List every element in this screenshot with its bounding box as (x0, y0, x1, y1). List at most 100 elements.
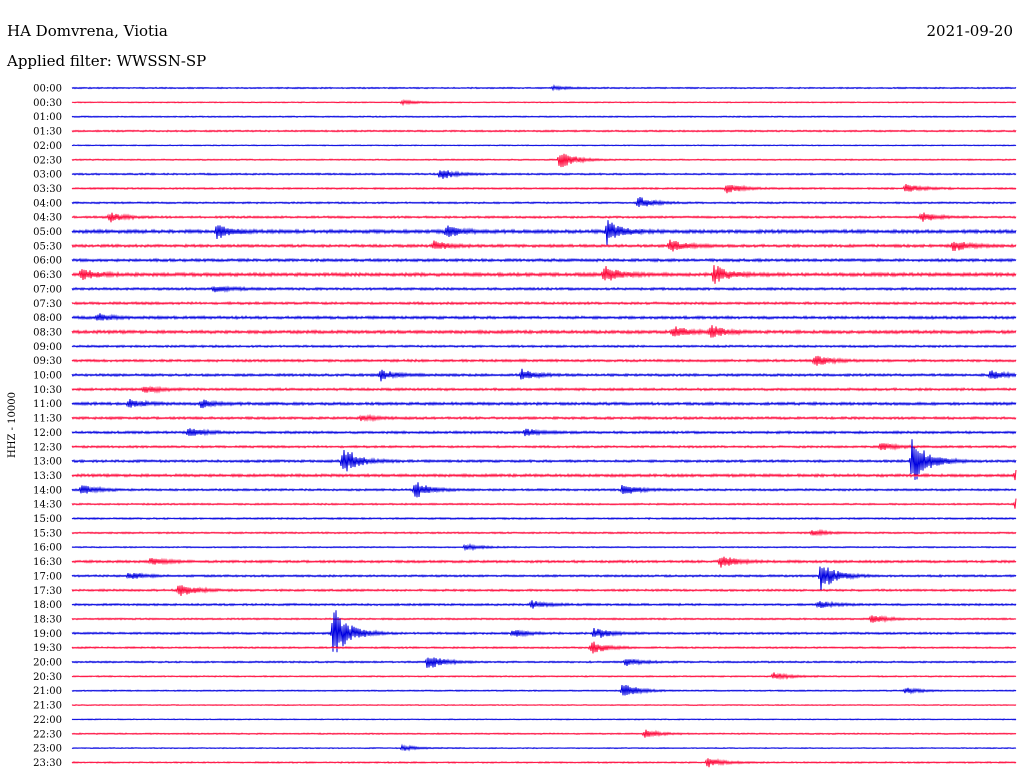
trace-line (71, 212, 1017, 223)
trace-line (71, 758, 1017, 768)
trace-line (71, 585, 1017, 597)
row-time-label: 09:30 (33, 356, 62, 367)
trace-line (71, 470, 1017, 481)
row-time-label: 19:00 (33, 629, 62, 640)
row-time-label: 16:00 (33, 543, 62, 554)
row-time-label: 03:00 (33, 170, 62, 181)
row-time-label: 20:30 (33, 672, 62, 683)
row-time-label: 01:30 (33, 127, 62, 138)
plot-date: 2021-09-20 (927, 22, 1013, 40)
time-tick-labels: 00:00 00:30 01:00 01:30 02:00 02:30 03:00 03:30… (33, 84, 62, 769)
trace-line (71, 729, 1017, 738)
trace-line (71, 153, 1017, 168)
trace-line (71, 265, 1017, 284)
row-time-label: 06:30 (33, 270, 62, 281)
trace-line (71, 542, 1017, 552)
row-time-label: 10:30 (33, 385, 62, 396)
row-time-label: 14:30 (33, 500, 62, 511)
trace-line (71, 239, 1017, 252)
row-time-label: 15:00 (33, 514, 62, 525)
row-time-label: 20:00 (33, 658, 62, 669)
trace-line (71, 556, 1017, 568)
row-time-label: 11:30 (33, 414, 62, 425)
trace-line (71, 439, 1017, 480)
row-time-label: 02:00 (33, 141, 62, 152)
seismic-traces (71, 84, 1017, 768)
trace-line (71, 285, 1017, 293)
row-time-label: 09:00 (33, 342, 62, 353)
row-time-label: 03:30 (33, 184, 62, 195)
row-time-label: 22:00 (33, 715, 62, 726)
trace-line (71, 718, 1017, 721)
trace-line (71, 610, 1017, 653)
trace-line (71, 703, 1017, 707)
row-time-label: 00:30 (33, 98, 62, 109)
trace-line (71, 313, 1017, 321)
row-time-label: 10:00 (33, 371, 62, 382)
y-axis-label: HHZ - 10000 (7, 392, 18, 458)
row-time-label: 21:30 (33, 701, 62, 712)
row-time-label: 07:00 (33, 284, 62, 295)
trace-line (71, 614, 1017, 623)
row-time-label: 18:30 (33, 614, 62, 625)
row-time-label: 17:30 (33, 586, 62, 597)
trace-line (71, 566, 1017, 592)
row-time-label: 05:30 (33, 241, 62, 252)
trace-line (71, 743, 1017, 752)
trace-line (71, 428, 1017, 437)
trace-line (71, 368, 1017, 382)
row-time-label: 21:00 (33, 686, 62, 697)
trace-line (71, 257, 1017, 263)
trace-line (71, 528, 1017, 537)
trace-line (71, 129, 1017, 133)
row-time-label: 00:00 (33, 84, 62, 95)
trace-line (71, 84, 1017, 92)
row-time-label: 23:00 (33, 744, 62, 755)
trace-line (71, 516, 1017, 521)
trace-line (71, 685, 1017, 696)
row-time-label: 02:30 (33, 155, 62, 166)
row-time-label: 12:00 (33, 428, 62, 439)
row-time-label: 23:30 (33, 758, 62, 769)
row-time-label: 22:30 (33, 729, 62, 740)
trace-line (71, 413, 1017, 423)
row-time-label: 13:00 (33, 457, 62, 468)
row-time-label: 17:00 (33, 571, 62, 582)
row-time-label: 19:30 (33, 643, 62, 654)
row-time-label: 18:00 (33, 600, 62, 611)
row-time-label: 04:30 (33, 213, 62, 224)
filter-label: Applied filter: WWSSN-SP (6, 52, 206, 70)
row-time-label: 08:30 (33, 327, 62, 338)
trace-line (71, 442, 1017, 451)
trace-line (71, 657, 1017, 668)
row-time-label: 13:30 (33, 471, 62, 482)
row-time-label: 01:00 (33, 112, 62, 123)
trace-line (71, 344, 1017, 349)
trace-line (71, 325, 1017, 338)
trace-line (71, 196, 1017, 207)
station-title: HA Domvrena, Viotia (7, 22, 168, 40)
trace-line (71, 144, 1017, 147)
row-time-label: 06:00 (33, 256, 62, 267)
row-time-label: 12:30 (33, 442, 62, 453)
row-time-label: 04:00 (33, 198, 62, 209)
trace-line (71, 641, 1017, 654)
row-time-label: 11:00 (33, 399, 62, 410)
trace-line (71, 220, 1017, 245)
trace-line (71, 399, 1017, 409)
row-time-label: 07:30 (33, 299, 62, 310)
trace-line (71, 600, 1017, 609)
trace-line (71, 672, 1017, 681)
row-time-label: 16:30 (33, 557, 62, 568)
trace-line (71, 115, 1017, 119)
trace-line (71, 385, 1017, 394)
trace-line (71, 355, 1017, 366)
row-time-label: 14:00 (33, 485, 62, 496)
row-time-label: 15:30 (33, 528, 62, 539)
row-time-label: 08:00 (33, 313, 62, 324)
trace-line (71, 170, 1017, 179)
trace-line (71, 98, 1017, 107)
trace-line (71, 498, 1017, 509)
trace-line (71, 300, 1017, 306)
